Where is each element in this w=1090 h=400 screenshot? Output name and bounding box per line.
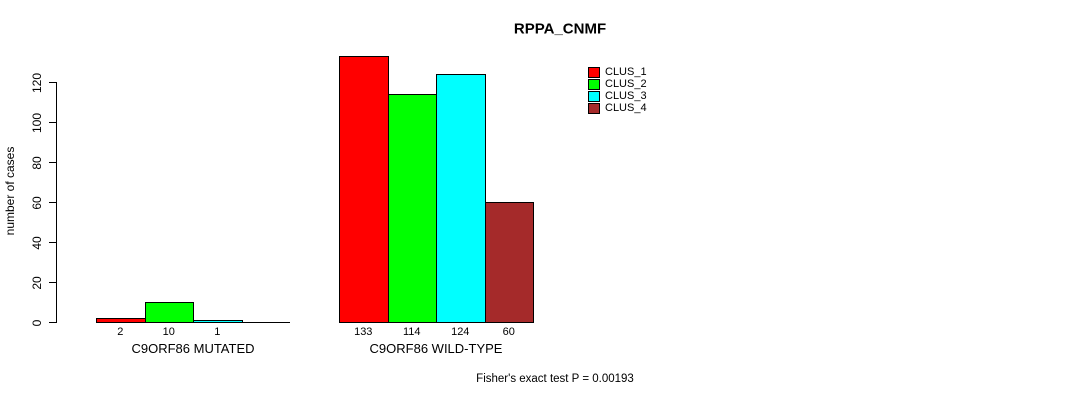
y-tick-label: 100	[30, 112, 44, 134]
y-tick-label: 80	[30, 156, 44, 170]
y-tick-label: 60	[30, 196, 44, 210]
bar-value-label: 2	[117, 326, 124, 338]
bar-clus_3	[193, 320, 243, 323]
y-tick-label: 40	[30, 236, 44, 250]
bar-clus_1	[96, 318, 146, 323]
group-label: C9ORF86 WILD-TYPE	[369, 341, 503, 356]
bar-value-label: 10	[162, 326, 175, 338]
y-tick	[49, 162, 56, 163]
legend-item-clus_3: CLUS_3	[588, 90, 647, 102]
legend-label: CLUS_2	[605, 77, 647, 90]
y-tick-label: 120	[30, 72, 44, 94]
legend-item-clus_2: CLUS_2	[588, 78, 647, 90]
y-tick	[49, 82, 56, 83]
y-axis-line	[56, 82, 57, 323]
bar-clus_2	[388, 94, 437, 323]
y-tick-label: 20	[30, 276, 44, 290]
y-tick-label: 0	[30, 319, 44, 327]
bar-value-label: 60	[502, 326, 515, 338]
group-label: C9ORF86 MUTATED	[131, 341, 255, 356]
legend-swatch-icon	[588, 103, 600, 115]
bar-value-label: 114	[402, 326, 421, 338]
y-tick	[49, 242, 56, 243]
y-axis-title: number of cases	[3, 146, 17, 236]
legend-label: CLUS_1	[605, 65, 647, 78]
y-tick	[49, 282, 56, 283]
bar-clus_3	[436, 74, 486, 323]
y-tick	[49, 202, 56, 203]
legend-swatch-icon	[588, 90, 600, 102]
legend: CLUS_1 CLUS_2 CLUS_3 CLUS_4	[588, 66, 647, 115]
y-tick	[49, 322, 56, 323]
bar-clus_4	[485, 202, 534, 323]
legend-item-clus_4: CLUS_4	[588, 103, 647, 115]
legend-swatch-icon	[588, 78, 600, 90]
legend-item-clus_1: CLUS_1	[588, 66, 647, 78]
chart-title: RPPA_CNMF	[513, 20, 607, 38]
bar-clus_1	[339, 56, 389, 323]
y-tick	[49, 122, 56, 123]
legend-label: CLUS_4	[605, 102, 647, 115]
pvalue-annotation: Fisher's exact test P = 0.00193	[476, 373, 634, 385]
bar-value-label: 133	[354, 326, 373, 338]
bar-value-label: 124	[451, 326, 470, 338]
bar-value-label: 1	[214, 326, 221, 338]
legend-label: CLUS_3	[605, 89, 647, 102]
legend-swatch-icon	[588, 66, 600, 78]
bar-clus_2	[145, 302, 194, 323]
